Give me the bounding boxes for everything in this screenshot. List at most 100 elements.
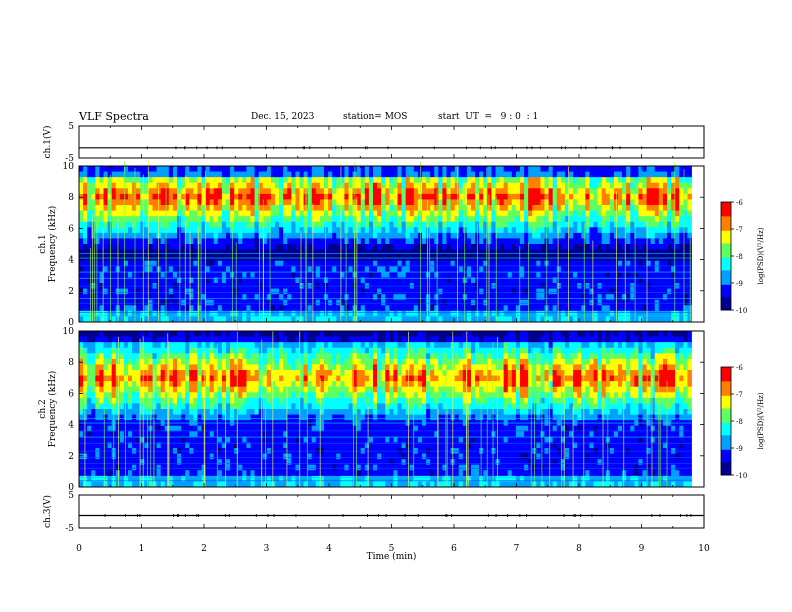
spectrogram-cell xyxy=(242,271,247,278)
spectrogram-cell xyxy=(348,249,353,256)
spectrogram-cell xyxy=(279,177,284,184)
spectrogram-cell xyxy=(115,470,121,477)
spectrogram-cell xyxy=(548,177,554,184)
spectrogram-cell xyxy=(548,216,554,223)
spectrogram-cell xyxy=(242,193,247,200)
spectrogram-cell xyxy=(299,277,304,284)
spectrogram-cell xyxy=(642,277,647,284)
spectrogram-cell xyxy=(226,299,231,306)
spectrogram-cell xyxy=(95,475,100,482)
spectrogram-cell xyxy=(385,310,390,317)
spectrogram-cell xyxy=(499,205,505,211)
spectrogram-cell xyxy=(254,210,260,217)
spectrogram-cell xyxy=(217,193,223,200)
spectrogram-cell xyxy=(193,177,198,184)
spectrogram-cell xyxy=(140,347,145,354)
spectrogram-cell xyxy=(107,481,113,488)
spectrogram-cell xyxy=(177,266,182,273)
spectrogram-cell xyxy=(217,294,223,301)
spectrogram-cell xyxy=(618,294,623,301)
spectrogram-cell xyxy=(507,166,513,172)
spectrogram-cell xyxy=(434,244,439,250)
spectrogram-cell xyxy=(622,193,627,200)
spectrogram-cell xyxy=(687,221,692,228)
spectrogram-cell xyxy=(344,238,349,245)
spectrogram-cell xyxy=(475,171,480,178)
spectrogram-cell xyxy=(136,453,141,460)
spectrogram-cell xyxy=(197,205,202,211)
spectrogram-cell xyxy=(450,210,456,217)
spectrogram-cell xyxy=(634,310,639,317)
spectrogram-cell xyxy=(348,299,353,306)
spectrogram-cell xyxy=(107,205,113,211)
spectrogram-cell xyxy=(177,193,182,200)
spectrogram-cell xyxy=(364,166,370,172)
spectrogram-cell xyxy=(454,199,460,206)
spectrogram-cell xyxy=(430,316,435,323)
spectrogram-cell xyxy=(87,475,92,482)
spectrogram-cell xyxy=(581,310,586,317)
spectrogram-cell xyxy=(95,403,100,410)
spectrogram-cell xyxy=(381,193,386,200)
spectrogram-cell xyxy=(83,277,88,284)
spectrogram-cell xyxy=(270,294,276,301)
spectrogram-cell xyxy=(136,294,141,301)
spectrogram-cell xyxy=(307,310,313,317)
spectrogram-cell xyxy=(99,442,104,449)
spectrogram-cell xyxy=(348,294,353,301)
spectrogram-cell xyxy=(552,249,558,256)
spectrogram-cell xyxy=(430,288,435,295)
spectrogram-cell xyxy=(397,177,402,184)
spectrogram-cell xyxy=(609,166,615,172)
spectrogram-cell xyxy=(364,294,370,301)
spectrogram-cell xyxy=(466,294,472,301)
spectrogram-cell xyxy=(409,171,415,178)
spectrogram-cell xyxy=(675,271,680,278)
spectrogram-cell xyxy=(373,277,378,284)
spectrogram-cell xyxy=(262,294,268,301)
spectrogram-cell xyxy=(646,227,652,234)
spectrogram-cell xyxy=(381,260,386,267)
spectrogram-cell xyxy=(536,288,541,295)
spectrogram-cell xyxy=(573,238,578,245)
spectrogram-cell xyxy=(389,260,394,267)
spectrogram-cell xyxy=(413,316,419,323)
spectrogram-cell xyxy=(213,249,219,256)
spectrogram-cell xyxy=(536,193,541,200)
spectrogram-cell xyxy=(275,216,280,223)
spectrogram-cell xyxy=(548,288,554,295)
spectrogram-cell xyxy=(83,370,88,376)
spectrogram-cell xyxy=(671,210,676,217)
spectrogram-cell xyxy=(332,166,337,172)
spectrogram-cell xyxy=(246,205,251,211)
spectrogram-cell xyxy=(107,475,113,482)
spectrogram-cell xyxy=(115,375,121,382)
spectrogram-cell xyxy=(381,266,386,273)
spectrogram-cell xyxy=(336,244,341,250)
spectrogram-cell xyxy=(270,188,276,195)
spectrogram-cell xyxy=(528,249,533,256)
spectrogram-cell xyxy=(605,271,611,278)
spectrogram-cell xyxy=(413,266,419,273)
spectrogram-cell xyxy=(107,364,113,371)
spectrogram-cell xyxy=(315,210,321,217)
spectrogram-cell xyxy=(189,232,194,239)
spectrogram-cell xyxy=(238,316,243,323)
spectrogram-cell xyxy=(626,182,631,189)
spectrogram-cell xyxy=(385,288,390,295)
spectrogram-cell xyxy=(226,316,231,323)
spectrogram-cell xyxy=(91,459,96,466)
colorbar-cell xyxy=(721,301,731,304)
spectrogram-cell xyxy=(217,310,223,317)
spectrogram-cell xyxy=(552,199,558,206)
spectrogram-cell xyxy=(119,216,125,223)
spectrogram-cell xyxy=(340,193,345,200)
spectrogram-cell xyxy=(683,271,688,278)
spectrogram-cell xyxy=(91,481,96,488)
spectrogram-cell xyxy=(532,232,537,239)
spectrogram-cell xyxy=(540,193,545,200)
spectrogram-cell xyxy=(275,177,280,184)
spectrogram-cell xyxy=(638,188,643,195)
spectrogram-cell xyxy=(667,238,672,245)
spectrogram-cell xyxy=(262,271,268,278)
